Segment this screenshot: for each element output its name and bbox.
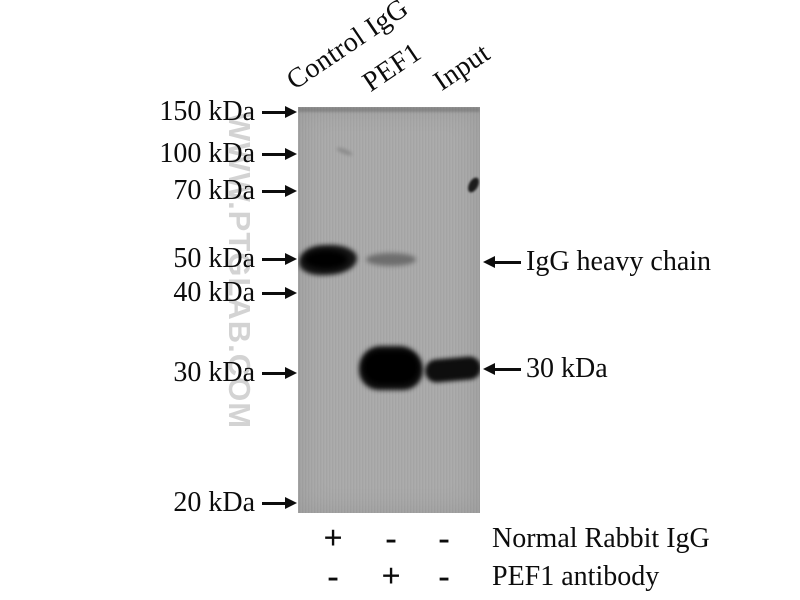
left-arrow-icon: [483, 363, 521, 375]
marker-40kda: 40 kDa: [0, 276, 297, 310]
lane-label-input: Input: [428, 37, 496, 98]
right-arrow-icon: [262, 497, 297, 509]
marker-label: 50 kDa: [173, 243, 255, 274]
marker-label: 30 kDa: [173, 357, 255, 388]
annotation-igg-heavy-chain: IgG heavy chain: [483, 245, 711, 279]
watermark-text: WWW.PTGLAB.COM: [222, 112, 257, 430]
blot-membrane: [298, 107, 480, 513]
treatment-name: Normal Rabbit IgG: [492, 523, 710, 554]
right-arrow-icon: [262, 287, 297, 299]
right-arrow-icon: [262, 185, 297, 197]
marker-30kda: 30 kDa: [0, 356, 297, 390]
marker-100kda: 100 kDa: [0, 137, 297, 171]
band-pef1-50kda-faint: [366, 253, 416, 266]
right-arrow-icon: [262, 253, 297, 265]
treatment-symbol: +: [323, 520, 343, 557]
marker-150kda: 150 kDa: [0, 95, 297, 129]
band-pef1-30kda-core: [364, 352, 418, 383]
treatment-row-pef1-antibody: - + - PEF1 antibody: [0, 558, 800, 596]
right-arrow-icon: [262, 106, 297, 118]
annotation-30kda: 30 kDa: [483, 352, 608, 386]
right-arrow-icon: [262, 367, 297, 379]
treatment-symbol: -: [438, 558, 450, 595]
band-control-igg-50kda-core: [304, 250, 348, 269]
marker-label: 20 kDa: [173, 487, 255, 518]
left-arrow-icon: [483, 256, 521, 268]
marker-label: 40 kDa: [173, 277, 255, 308]
treatment-row-normal-rabbit-igg: + - - Normal Rabbit IgG: [0, 520, 800, 558]
right-arrow-icon: [262, 148, 297, 160]
treatment-symbol: -: [438, 520, 450, 557]
blot-artifact-smudge: [335, 145, 354, 158]
marker-50kda: 50 kDa: [0, 242, 297, 276]
treatment-name: PEF1 antibody: [492, 561, 660, 592]
treatment-symbol: -: [327, 558, 339, 595]
marker-label: 150 kDa: [159, 96, 255, 127]
annotation-label: 30 kDa: [526, 353, 608, 384]
marker-label: 100 kDa: [159, 138, 255, 169]
treatment-symbol: +: [381, 558, 401, 595]
marker-20kda: 20 kDa: [0, 486, 297, 520]
treatment-symbol: -: [385, 520, 397, 557]
blot-artifact-speck: [465, 175, 480, 195]
marker-70kda: 70 kDa: [0, 174, 297, 208]
band-input-30kda: [424, 355, 480, 384]
annotation-label: IgG heavy chain: [526, 246, 712, 277]
marker-label: 70 kDa: [173, 175, 255, 206]
